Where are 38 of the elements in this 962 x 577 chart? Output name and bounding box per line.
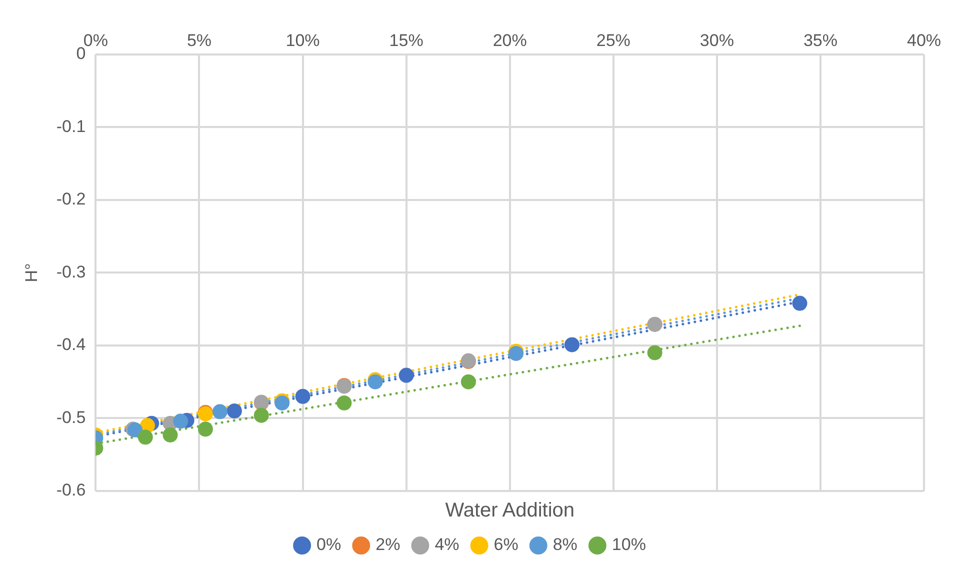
point (254, 408, 269, 423)
x-tick-label: 15% (389, 30, 424, 50)
legend-label: 10% (612, 535, 646, 554)
x-tick-label: 20% (492, 30, 527, 50)
point (138, 430, 153, 445)
point (198, 422, 213, 437)
x-tick-label: 35% (803, 30, 838, 50)
y-tick-label: -0.4 (56, 335, 86, 354)
x-axis-title: Water Addition (445, 500, 575, 522)
x-tick-label: 40% (906, 30, 942, 50)
legend-label: 4% (434, 535, 460, 554)
y-tick-label: -0.1 (56, 116, 86, 136)
y-tick-label: -0.6 (56, 480, 86, 500)
point (173, 414, 188, 429)
y-tick-label: 0 (76, 44, 86, 64)
x-tick-label: 10% (286, 30, 320, 50)
y-tick-label: -0.5 (56, 408, 86, 427)
point (647, 345, 662, 360)
point (792, 296, 808, 311)
legend-label: 6% (494, 535, 518, 554)
legend-label: 2% (376, 535, 400, 554)
point (295, 388, 310, 404)
point (398, 368, 414, 383)
legend-label: 8% (552, 535, 578, 554)
point (212, 404, 228, 420)
point (162, 427, 178, 442)
y-tick-label: -0.3 (56, 262, 86, 282)
x-tick-label: 25% (596, 30, 630, 50)
x-tick-label: 30% (700, 30, 734, 50)
y-tick-label: -0.2 (56, 190, 86, 209)
point (460, 374, 476, 390)
x-tick-label: 5% (186, 30, 212, 50)
legend-label: 0% (316, 535, 342, 554)
point (564, 337, 580, 352)
point (336, 395, 352, 410)
x-tick-label: 0% (83, 30, 108, 50)
point (226, 403, 242, 418)
y-axis-title: H° (22, 263, 41, 282)
